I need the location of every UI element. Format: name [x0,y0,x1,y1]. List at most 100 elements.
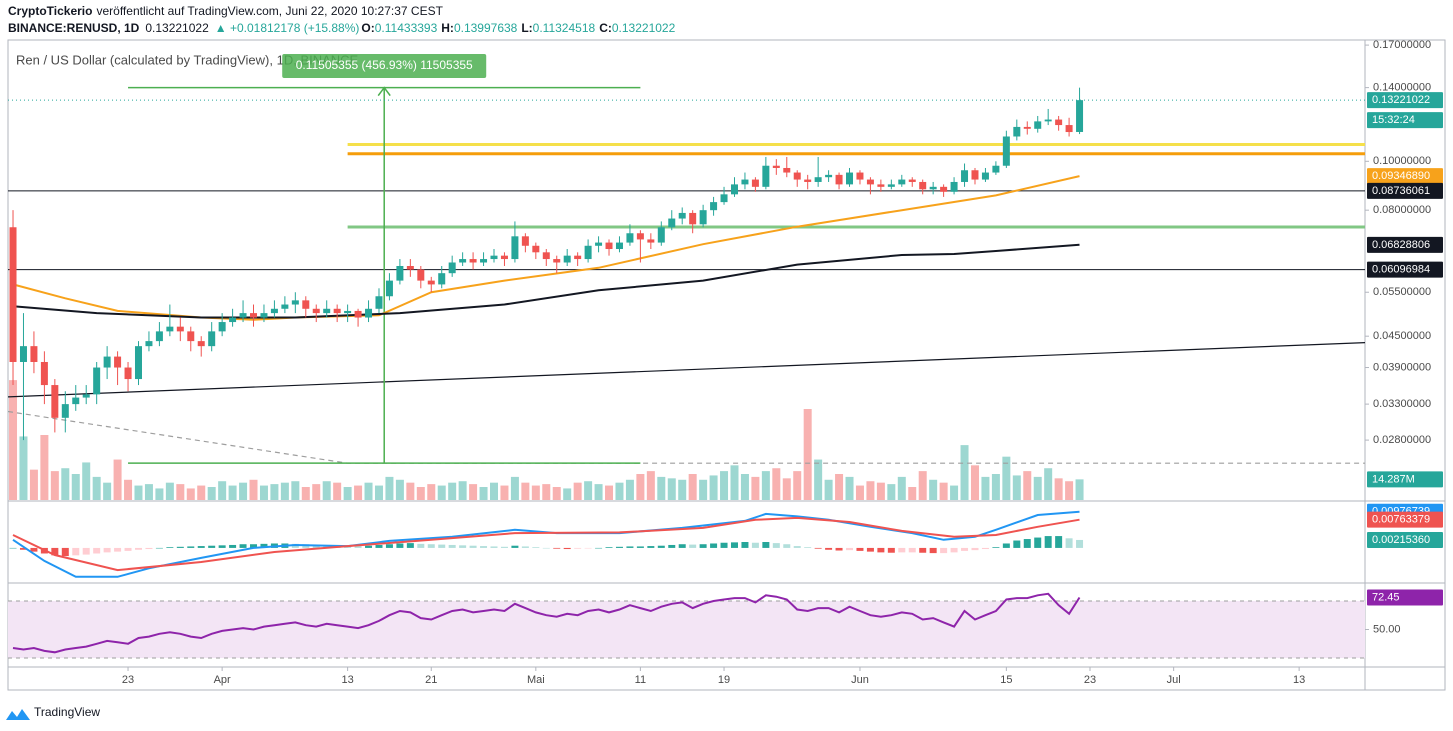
volume-bar [646,471,655,500]
volume-bar [19,436,28,500]
macd-histogram-bar [51,547,59,556]
candle-body [804,179,812,182]
volume-bar [699,479,708,500]
candle-body [992,165,1000,173]
macd-histogram-bar [1023,539,1031,548]
candle-body [940,186,948,192]
candle-body [333,308,341,314]
macd-histogram-bar [469,545,477,548]
macd-histogram-bar [689,544,697,548]
macd-histogram-bar [30,547,38,552]
candle-body [574,255,582,260]
macd-histogram-bar [908,547,916,553]
volume-bar [897,476,906,500]
average-badge: 0.06828806 [1372,239,1430,251]
macd-histogram-bar [448,544,456,548]
candle-body [176,326,184,332]
candle-body [1065,125,1073,133]
macd-histogram-bar [61,547,69,557]
macd-histogram-bar [762,542,770,548]
average-badge-bg [1367,168,1443,185]
signal-badge-bg [1367,511,1443,528]
x-tick-label: 15 [1000,674,1012,686]
volume-bar [364,482,373,500]
macd-histogram-bar [542,547,550,549]
macd-histogram-bar [375,544,383,548]
candle-body [9,227,17,362]
candle-body [689,212,697,225]
macd-histogram-bar [678,544,686,548]
volume-bar [876,482,885,500]
candle-body [396,266,404,281]
volume-bar [929,479,938,500]
macd-histogram-bar [145,547,153,550]
volume-bar [657,476,666,500]
volume-badge: 14.287M [1372,473,1415,485]
candle-body [678,212,686,219]
candle-body [626,233,634,243]
candle-body [197,341,205,347]
volume-bar [406,482,415,500]
brand-logo: TradingView [6,705,100,720]
x-tick-label: 13 [1293,674,1305,686]
candle-body [448,262,456,274]
published-info: veröffentlicht auf TradingView.com, Juni… [96,4,443,18]
moving-average [12,243,1080,319]
candle-body [908,179,916,182]
volume-bar [950,485,959,500]
y-tick-label: 0.03900000 [1373,361,1431,373]
average-badge: 0.09346890 [1372,170,1430,182]
volume-bar [918,471,927,500]
volume-bar [124,479,133,500]
candle-body [145,341,153,347]
histogram-badge-bg [1367,531,1443,548]
macd-histogram-bar [365,545,373,548]
level-badge: 0.06096984 [1372,264,1430,276]
candle-body [1055,119,1063,126]
volume-bar [186,488,195,500]
ohlc-prefix: C: [599,21,612,35]
candle-body [72,397,80,405]
macd-histogram-bar [553,547,561,549]
volume-bar [270,484,279,500]
candle-body [385,280,393,297]
candle-body [490,255,498,260]
candle-body [438,273,446,285]
candle-body [406,266,414,270]
x-tick-label: Jun [851,674,869,686]
volume-bar [552,487,561,500]
last-price-badge-bg [1367,92,1443,109]
candle-body [584,245,592,260]
macd-histogram-bar [919,547,927,553]
candle-body [710,202,718,211]
macd-histogram-bar [176,546,184,548]
rsi-badge: 72.45 [1372,591,1400,603]
candle-body [846,172,854,185]
volume-bar [1033,476,1042,500]
candle-body [500,255,508,260]
volume-bar [1054,478,1063,500]
macd-histogram-bar [19,547,27,550]
macd-histogram-bar [825,547,833,550]
volume-bar [845,476,854,500]
candle-body [699,210,707,225]
volume-bar [667,478,676,500]
symbol: BINANCE:RENUSD, 1D [8,21,140,35]
last-price: 0.13221022 [145,21,209,35]
candle-body [1044,119,1052,122]
candle-body [887,184,895,187]
x-tick-label: 19 [718,674,730,686]
macd-histogram-bar [741,542,749,548]
change: ▲ +0.01812178 (+15.88%) [215,21,360,35]
macd-histogram-bar [490,546,498,548]
candle-body [950,181,958,192]
volume-bar [333,482,342,500]
candle-body [218,322,226,332]
macd-histogram-bar [93,547,101,554]
volume-bar [29,469,38,500]
x-tick-label: 21 [425,674,437,686]
macd-histogram-bar [626,546,634,548]
candle-body [291,300,299,305]
candle-body [730,184,738,195]
